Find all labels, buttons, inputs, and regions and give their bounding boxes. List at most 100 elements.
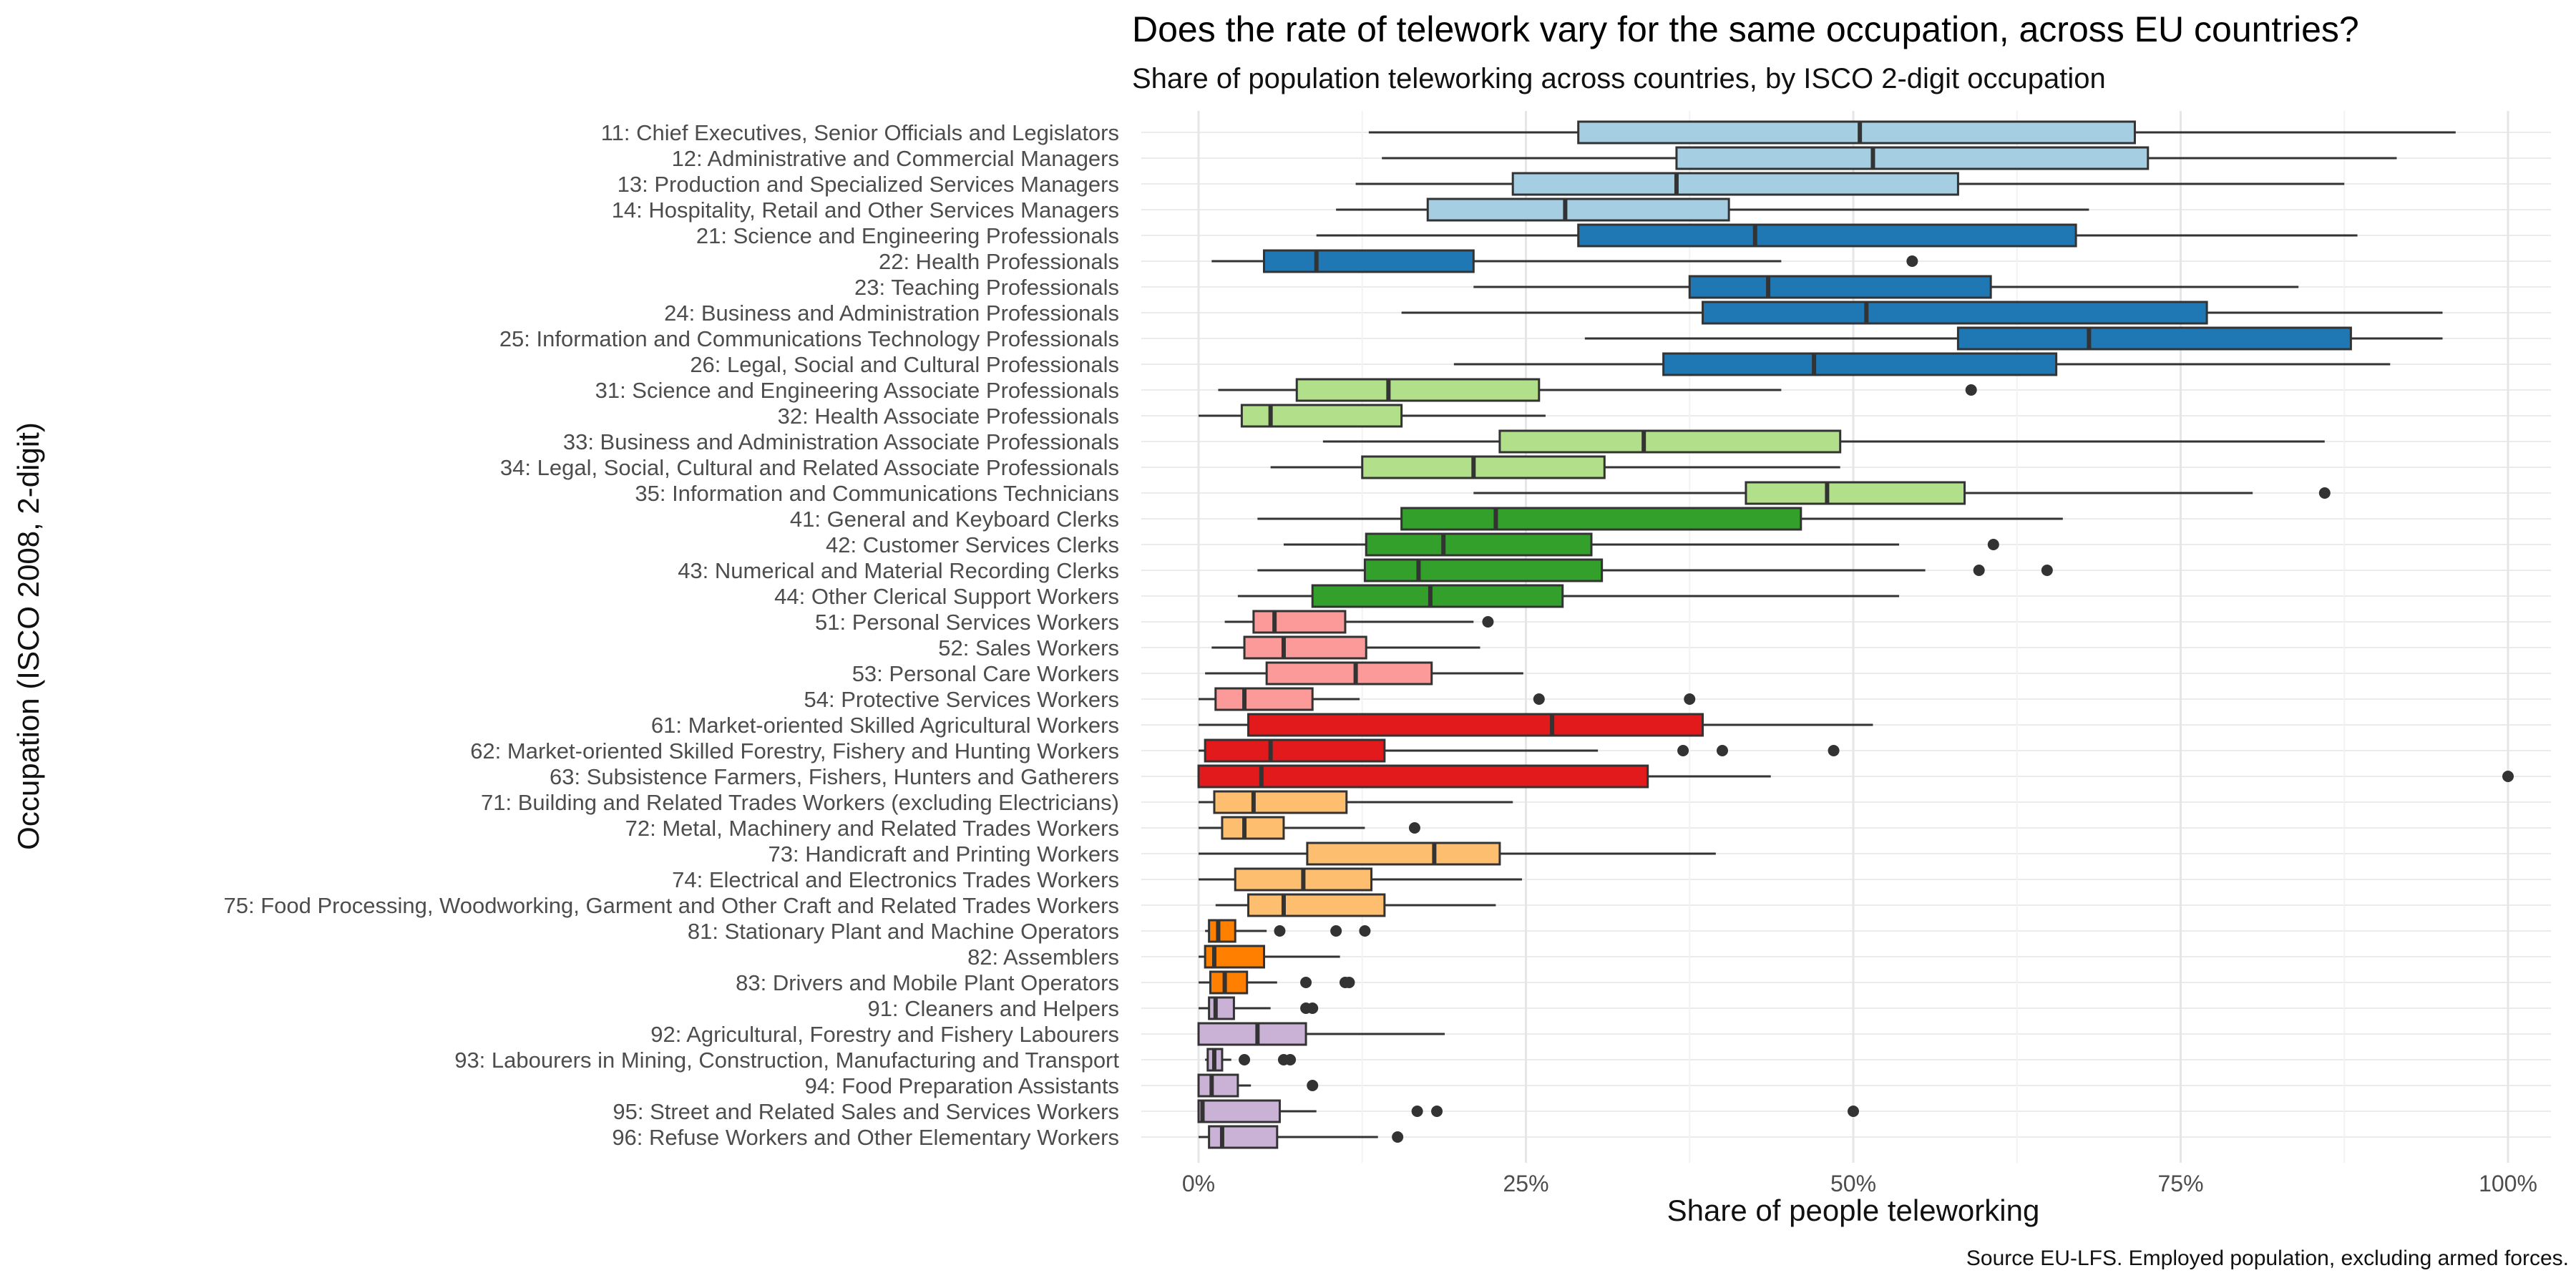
- box-row: 91: Cleaners and Helpers: [867, 996, 1319, 1021]
- iqr-box: [1675, 146, 2150, 170]
- box-row: 92: Agricultural, Forestry and Fishery L…: [650, 1022, 1445, 1047]
- iqr-box: [1247, 893, 1386, 917]
- outlier-point: [1300, 977, 1312, 988]
- y-tick-label: 13: Production and Specialized Services …: [618, 172, 1119, 197]
- y-tick-label: 91: Cleaners and Helpers: [867, 996, 1119, 1021]
- iqr-box: [1243, 635, 1367, 660]
- box-row: 51: Personal Services Workers: [815, 610, 1494, 635]
- outlier-point: [1239, 1054, 1251, 1065]
- y-tick-label: 26: Legal, Social and Cultural Professio…: [690, 352, 1119, 377]
- y-tick-label: 35: Information and Communications Techn…: [635, 481, 1119, 506]
- chart-title: Does the rate of telework vary for the s…: [1132, 9, 2359, 49]
- outlier-point: [2041, 565, 2053, 576]
- iqr-box: [1213, 790, 1348, 814]
- iqr-box: [1208, 1125, 1279, 1149]
- y-tick-label: 41: General and Keyboard Clerks: [790, 507, 1119, 532]
- y-tick-label: 95: Street and Related Sales and Service…: [613, 1099, 1119, 1124]
- y-tick-label: 96: Refuse Workers and Other Elementary …: [612, 1125, 1119, 1150]
- outlier-point: [1431, 1106, 1443, 1117]
- box-row: 33: Business and Administration Associat…: [563, 429, 2325, 454]
- y-tick-label: 81: Stationary Plant and Machine Operato…: [688, 919, 1119, 944]
- iqr-box: [1214, 687, 1314, 711]
- box-row: 94: Food Preparation Assistants: [805, 1073, 1319, 1098]
- iqr-box: [1197, 764, 1649, 789]
- outlier-point: [1274, 925, 1286, 937]
- y-tick-label: 25: Information and Communications Techn…: [499, 326, 1119, 351]
- y-tick-label: 11: Chief Executives, Senior Officials a…: [601, 120, 1119, 145]
- y-tick-label: 72: Metal, Machinery and Related Trades …: [625, 816, 1119, 841]
- iqr-box: [1498, 429, 1842, 454]
- iqr-box: [1426, 197, 1730, 222]
- y-axis-title: Occupation (ISCO 2008, 2-digit): [11, 422, 45, 850]
- iqr-box: [1511, 172, 1959, 196]
- box-row: 23: Teaching Professionals: [854, 275, 2299, 300]
- box-row: 25: Information and Communications Techn…: [499, 326, 2443, 351]
- iqr-box: [1688, 275, 1992, 299]
- iqr-box: [1577, 120, 2136, 145]
- iqr-box: [1400, 507, 1802, 531]
- y-tick-label: 53: Personal Care Workers: [852, 661, 1119, 686]
- outlier-point: [1343, 977, 1355, 988]
- box-row: 42: Customer Services Clerks: [826, 532, 1999, 557]
- y-tick-label: 62: Market-oriented Skilled Forestry, Fi…: [470, 738, 1119, 763]
- box-row: 31: Science and Engineering Associate Pr…: [595, 378, 1977, 403]
- outlier-point: [1965, 384, 1977, 396]
- box-row: 32: Health Associate Professionals: [778, 404, 1546, 429]
- y-tick-label: 61: Market-oriented Skilled Agricultural…: [651, 713, 1119, 738]
- box-row: 71: Building and Related Trades Workers …: [481, 790, 1513, 815]
- x-tick-label: 0%: [1182, 1171, 1215, 1196]
- outlier-point: [1987, 539, 1999, 550]
- box-row: 75: Food Processing, Woodworking, Garmen…: [223, 893, 1496, 918]
- y-tick-label: 71: Building and Related Trades Workers …: [481, 790, 1119, 815]
- y-tick-label: 51: Personal Services Workers: [815, 610, 1119, 635]
- y-tick-label: 43: Numerical and Material Recording Cle…: [678, 558, 1119, 583]
- box-row: 26: Legal, Social and Cultural Professio…: [690, 352, 2391, 377]
- box-row: 93: Labourers in Mining, Construction, M…: [454, 1048, 1297, 1073]
- iqr-box: [1263, 249, 1475, 273]
- outlier-point: [1684, 693, 1696, 705]
- outlier-point: [1411, 1106, 1423, 1117]
- iqr-box: [1204, 738, 1386, 763]
- box-row: 14: Hospitality, Retail and Other Servic…: [612, 197, 2089, 223]
- y-tick-label: 22: Health Professionals: [879, 249, 1119, 274]
- y-tick-label: 12: Administrative and Commercial Manage…: [672, 146, 1119, 171]
- box-row: 95: Street and Related Sales and Service…: [613, 1099, 1859, 1124]
- box-row: 44: Other Clerical Support Workers: [774, 584, 1900, 609]
- iqr-box: [1252, 610, 1347, 634]
- box-row: 96: Refuse Workers and Other Elementary …: [612, 1125, 1404, 1150]
- iqr-box: [1365, 532, 1593, 557]
- iqr-box: [1363, 558, 1604, 582]
- outlier-point: [1973, 565, 1985, 576]
- y-tick-label: 21: Science and Engineering Professional…: [696, 223, 1119, 248]
- box-row: 21: Science and Engineering Professional…: [696, 223, 2358, 248]
- iqr-box: [1197, 1022, 1307, 1046]
- y-tick-label: 34: Legal, Social, Cultural and Related …: [500, 455, 1119, 480]
- y-tick-label: 44: Other Clerical Support Workers: [774, 584, 1119, 609]
- iqr-box: [1209, 970, 1249, 995]
- box-row: 41: General and Keyboard Clerks: [790, 507, 2063, 532]
- box-row: 52: Sales Workers: [938, 635, 1480, 660]
- iqr-box: [1956, 326, 2352, 351]
- iqr-box: [1662, 352, 2058, 376]
- y-tick-label: 74: Electrical and Electronics Trades Wo…: [672, 867, 1119, 892]
- iqr-box: [1247, 713, 1704, 737]
- box-row: 73: Handicraft and Printing Workers: [769, 841, 1716, 867]
- iqr-box: [1311, 584, 1564, 608]
- box-row: 34: Legal, Social, Cultural and Related …: [500, 455, 1840, 480]
- y-tick-label: 52: Sales Workers: [938, 635, 1119, 660]
- box-row: 61: Market-oriented Skilled Agricultural…: [651, 713, 1873, 738]
- box-row: 74: Electrical and Electronics Trades Wo…: [672, 867, 1523, 892]
- outlier-point: [1848, 1106, 1859, 1117]
- box-row: 72: Metal, Machinery and Related Trades …: [625, 816, 1420, 841]
- iqr-box: [1265, 661, 1433, 686]
- y-tick-label: 32: Health Associate Professionals: [778, 404, 1119, 429]
- y-tick-label: 23: Teaching Professionals: [854, 275, 1119, 300]
- outlier-point: [1359, 925, 1371, 937]
- iqr-box: [1702, 301, 2208, 325]
- x-tick-label: 25%: [1503, 1171, 1548, 1196]
- iqr-box: [1745, 481, 1966, 505]
- iqr-box: [1208, 919, 1236, 943]
- outlier-point: [1482, 616, 1494, 628]
- x-tick-label: 100%: [2479, 1171, 2537, 1196]
